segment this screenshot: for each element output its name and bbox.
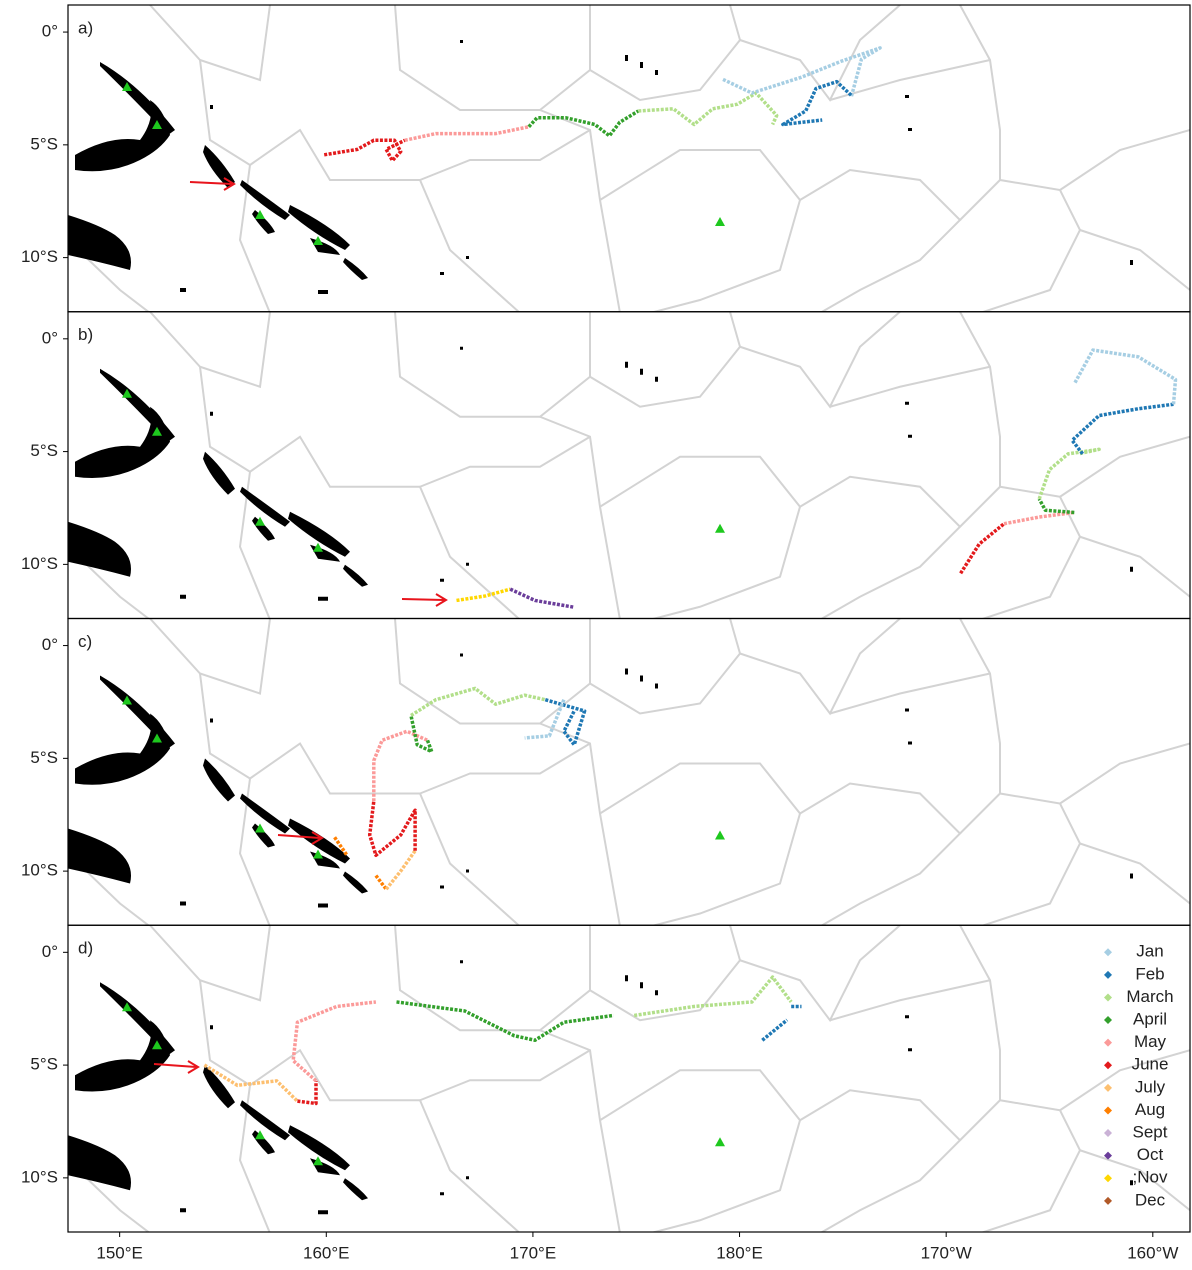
legend-key: [1104, 1174, 1112, 1183]
legend-label: Aug: [1135, 1100, 1165, 1119]
tracks: [323, 46, 882, 163]
track: [409, 715, 434, 754]
track: [396, 1000, 614, 1042]
legend-label: June: [1132, 1055, 1169, 1074]
track: [509, 587, 575, 609]
track: [527, 109, 640, 138]
legend-key: [1104, 970, 1112, 979]
basemap: [68, 925, 1190, 1233]
track: [374, 874, 388, 891]
basemap: [68, 312, 1190, 620]
legend-label: March: [1126, 987, 1173, 1006]
legend-key: [1104, 1129, 1112, 1138]
track: [959, 522, 1006, 575]
track: [1037, 447, 1101, 500]
legend-label: July: [1135, 1077, 1166, 1096]
x-tick-label: 170°W: [921, 1243, 972, 1262]
track: [1070, 402, 1174, 455]
legend-key: [1104, 993, 1112, 1002]
legend-key: [1104, 1038, 1112, 1047]
tracks: [203, 975, 802, 1106]
track: [297, 1080, 318, 1106]
y-tick-label: 5°S: [30, 1055, 58, 1074]
track: [404, 125, 530, 143]
y-tick-label: 0°: [42, 635, 58, 654]
track: [544, 698, 587, 747]
panel-frame: [67, 617, 1191, 926]
track: [1003, 510, 1075, 526]
y-tick-label: 0°: [42, 22, 58, 41]
basemap: [68, 619, 1190, 927]
panel-label: b): [78, 325, 93, 344]
panel-frame: [67, 4, 1191, 313]
track: [638, 91, 779, 127]
track: [524, 699, 566, 740]
x-tick-label: 160°E: [303, 1243, 350, 1262]
tracks: [456, 348, 1178, 609]
track: [333, 836, 349, 857]
panel-label: a): [78, 18, 93, 37]
panel-label: d): [78, 939, 93, 958]
legend-label: Dec: [1135, 1190, 1166, 1209]
track: [633, 975, 793, 1018]
legend-key: [1104, 1061, 1112, 1070]
y-tick-label: 10°S: [21, 247, 58, 266]
legend-key: [1104, 1106, 1112, 1115]
panel-frame: [67, 924, 1191, 1233]
basemap: [68, 5, 1190, 313]
y-tick-label: 10°S: [21, 554, 58, 573]
release-arrows: [153, 177, 448, 1074]
y-tick-label: 5°S: [30, 134, 58, 153]
legend-label: Sept: [1133, 1123, 1168, 1142]
track: [1072, 348, 1178, 405]
track: [372, 729, 429, 802]
y-tick-label: 5°S: [30, 748, 58, 767]
legend-key: [1104, 1151, 1112, 1160]
y-tick-label: 10°S: [21, 1167, 58, 1186]
tracks: [333, 686, 587, 891]
legend-key: [1104, 1196, 1112, 1205]
basemaps: [68, 5, 1190, 1233]
track: [781, 79, 853, 127]
track: [384, 849, 417, 891]
y-tick-label: 10°S: [21, 861, 58, 880]
legend-label: Feb: [1135, 964, 1164, 983]
track: [323, 138, 406, 163]
legend-key: [1104, 948, 1112, 957]
x-tick-label: 150°E: [96, 1243, 143, 1262]
track: [1037, 498, 1075, 515]
legend-label: May: [1134, 1032, 1167, 1051]
panel-frame: [67, 311, 1191, 620]
y-tick-label: 5°S: [30, 441, 58, 460]
x-tick-label: 160°W: [1127, 1243, 1178, 1262]
legend-key: [1104, 1016, 1112, 1025]
y-tick-label: 0°: [42, 942, 58, 961]
track: [761, 1018, 789, 1042]
legend-label: ;Nov: [1133, 1168, 1168, 1187]
legend-label: Jan: [1136, 942, 1163, 961]
track: [410, 686, 546, 717]
track: [722, 46, 882, 98]
x-tick-label: 180°E: [716, 1243, 763, 1262]
track: [367, 800, 417, 858]
track: [291, 1000, 377, 1083]
legend-label: April: [1133, 1010, 1167, 1029]
track: [203, 1063, 299, 1103]
x-tick-label: 170°E: [510, 1243, 557, 1262]
legend-label: Oct: [1137, 1145, 1164, 1164]
panel-label: c): [78, 632, 92, 651]
y-tick-label: 0°: [42, 328, 58, 347]
track: [456, 587, 511, 603]
legend-key: [1104, 1083, 1112, 1092]
